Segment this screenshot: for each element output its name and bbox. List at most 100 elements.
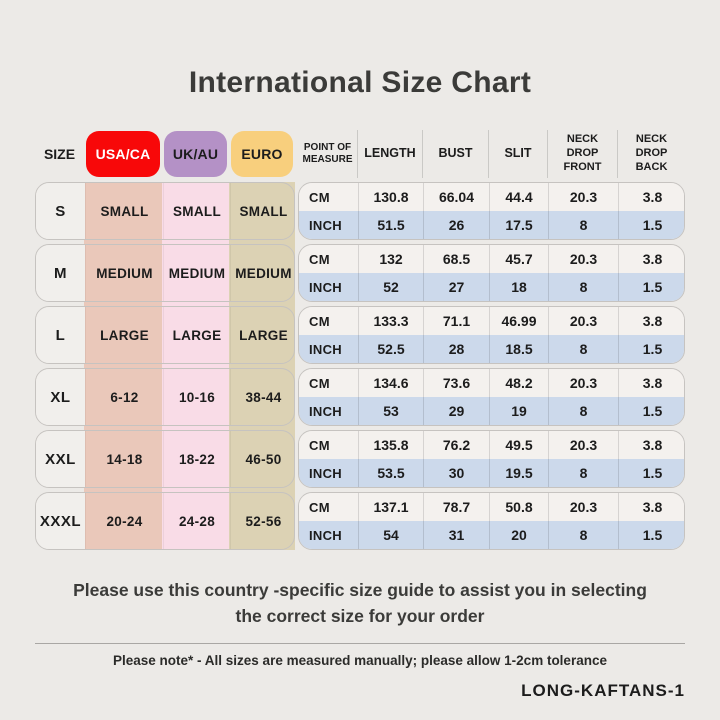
euro-value: SMALL [230, 183, 294, 239]
uk-au-value: 18-22 [163, 431, 230, 487]
size-label: XXL [36, 431, 85, 487]
guide-text: Please use this country -specific size g… [0, 577, 720, 630]
inch-row: INCH 52 27 18 8 1.5 [299, 273, 684, 301]
measure-value: 26 [423, 211, 489, 239]
measure-value: 78.7 [423, 493, 489, 521]
measure-value: 50.8 [489, 493, 548, 521]
cm-row: CM 132 68.5 45.7 20.3 3.8 [299, 245, 684, 273]
unit-label: INCH [309, 279, 342, 295]
size-rows: S SMALL SMALL SMALL M MEDIUM MEDIUM MEDIUM L LARG… [35, 182, 295, 550]
region-header-row: SIZE USA/CA UK/AU EURO [35, 130, 295, 178]
measure-value: 68.5 [423, 245, 489, 273]
uk-au-value: 10-16 [163, 369, 230, 425]
measure-value: 8 [548, 211, 618, 239]
size-label: S [36, 183, 85, 239]
measure-value: 3.8 [618, 493, 684, 521]
measure-value: 3.8 [618, 307, 684, 335]
tolerance-note: Please note* - All sizes are measured ma… [113, 652, 607, 668]
point-of-measure-header: POINT OF MEASURE [302, 141, 353, 166]
measure-value: 44.4 [489, 183, 548, 211]
measure-value: 134.6 [358, 369, 423, 397]
measure-value: 18.5 [489, 335, 548, 363]
size-label: M [36, 245, 85, 301]
measure-value: 130.8 [358, 183, 423, 211]
measure-value: 76.2 [423, 431, 489, 459]
table-header-row: SIZE USA/CA UK/AU EURO POINT OF MEASURE … [35, 130, 685, 182]
cm-row: CM 135.8 76.2 49.5 20.3 3.8 [299, 431, 684, 459]
usa-column-stripe [84, 182, 162, 550]
size-row-m: M MEDIUM MEDIUM MEDIUM [35, 244, 295, 302]
measure-value: 3.8 [618, 369, 684, 397]
measure-value: 135.8 [358, 431, 423, 459]
measure-value: 3.8 [618, 431, 684, 459]
page-title: International Size Chart [188, 66, 532, 99]
unit-label: CM [309, 437, 330, 453]
uk-au-value: MEDIUM [163, 245, 230, 301]
measure-value: 17.5 [489, 211, 548, 239]
measure-value: 3.8 [618, 183, 684, 211]
uk-au-value: 24-28 [163, 493, 230, 549]
measure-rows: CM 130.8 66.04 44.4 20.3 3.8 INCH 51.5 26 17.5 8 1.… [298, 182, 685, 550]
measure-value: 28 [423, 335, 489, 363]
measure-value: 20.3 [548, 369, 618, 397]
unit-label: INCH [309, 527, 342, 543]
euro-value: MEDIUM [230, 245, 294, 301]
usa-ca-value: 20-24 [85, 493, 163, 549]
unit-label: INCH [309, 341, 342, 357]
unit-label: CM [309, 313, 330, 329]
measure-value: 20.3 [548, 245, 618, 273]
measure-value: 8 [548, 273, 618, 301]
uk-column-stripe [162, 182, 229, 550]
bust-header: BUST [422, 130, 488, 178]
measure-value: 132 [358, 245, 423, 273]
measure-value: 73.6 [423, 369, 489, 397]
measure-value: 52.5 [358, 335, 423, 363]
uk-au-value: LARGE [163, 307, 230, 363]
uk-au-header-pill: UK/AU [164, 131, 227, 177]
measure-value: 18 [489, 273, 548, 301]
measure-value: 8 [548, 459, 618, 487]
measure-value: 52 [358, 273, 423, 301]
table-body: S SMALL SMALL SMALL M MEDIUM MEDIUM MEDIUM L LARG… [35, 182, 685, 550]
measure-value: 29 [423, 397, 489, 425]
euro-header-pill: EURO [231, 131, 293, 177]
measure-value: 1.5 [618, 397, 684, 425]
cm-row: CM 130.8 66.04 44.4 20.3 3.8 [299, 183, 684, 211]
size-label: XXXL [36, 493, 85, 549]
measure-value: 30 [423, 459, 489, 487]
unit-label: CM [309, 499, 330, 515]
unit-label: CM [309, 251, 330, 267]
usa-ca-header-pill: USA/CA [86, 131, 160, 177]
neck-drop-front-header: NECK DROP FRONT [547, 130, 617, 178]
measure-value: 1.5 [618, 273, 684, 301]
euro-value: 38-44 [230, 369, 294, 425]
size-label: L [36, 307, 85, 363]
measure-block-m: CM 132 68.5 45.7 20.3 3.8 INCH 52 27 18 8 1.5 [298, 244, 685, 302]
measure-value: 3.8 [618, 245, 684, 273]
inch-row: INCH 53.5 30 19.5 8 1.5 [299, 459, 684, 487]
inch-row: INCH 52.5 28 18.5 8 1.5 [299, 335, 684, 363]
measure-value: 48.2 [489, 369, 548, 397]
size-chart-table: SIZE USA/CA UK/AU EURO POINT OF MEASURE … [35, 130, 685, 550]
size-label: XL [36, 369, 85, 425]
guide-text-line1: Please use this country -specific size g… [73, 580, 647, 600]
measure-value: 8 [548, 397, 618, 425]
measure-value: 1.5 [618, 459, 684, 487]
footer-divider [35, 642, 685, 644]
measure-value: 20 [489, 521, 548, 549]
cm-row: CM 133.3 71.1 46.99 20.3 3.8 [299, 307, 684, 335]
euro-value: 46-50 [230, 431, 294, 487]
measure-value: 51.5 [358, 211, 423, 239]
measure-value: 1.5 [618, 521, 684, 549]
measure-value: 54 [358, 521, 423, 549]
usa-ca-value: LARGE [85, 307, 163, 363]
measure-value: 46.99 [489, 307, 548, 335]
size-row-s: S SMALL SMALL SMALL [35, 182, 295, 240]
measure-value: 53 [358, 397, 423, 425]
measure-value: 66.04 [423, 183, 489, 211]
guide-text-line2: the correct size for your order [235, 606, 485, 627]
measure-value: 49.5 [489, 431, 548, 459]
euro-value: 52-56 [230, 493, 294, 549]
measure-block-l: CM 133.3 71.1 46.99 20.3 3.8 INCH 52.5 28 18.5 8 1.… [298, 306, 685, 364]
measure-value: 20.3 [548, 307, 618, 335]
